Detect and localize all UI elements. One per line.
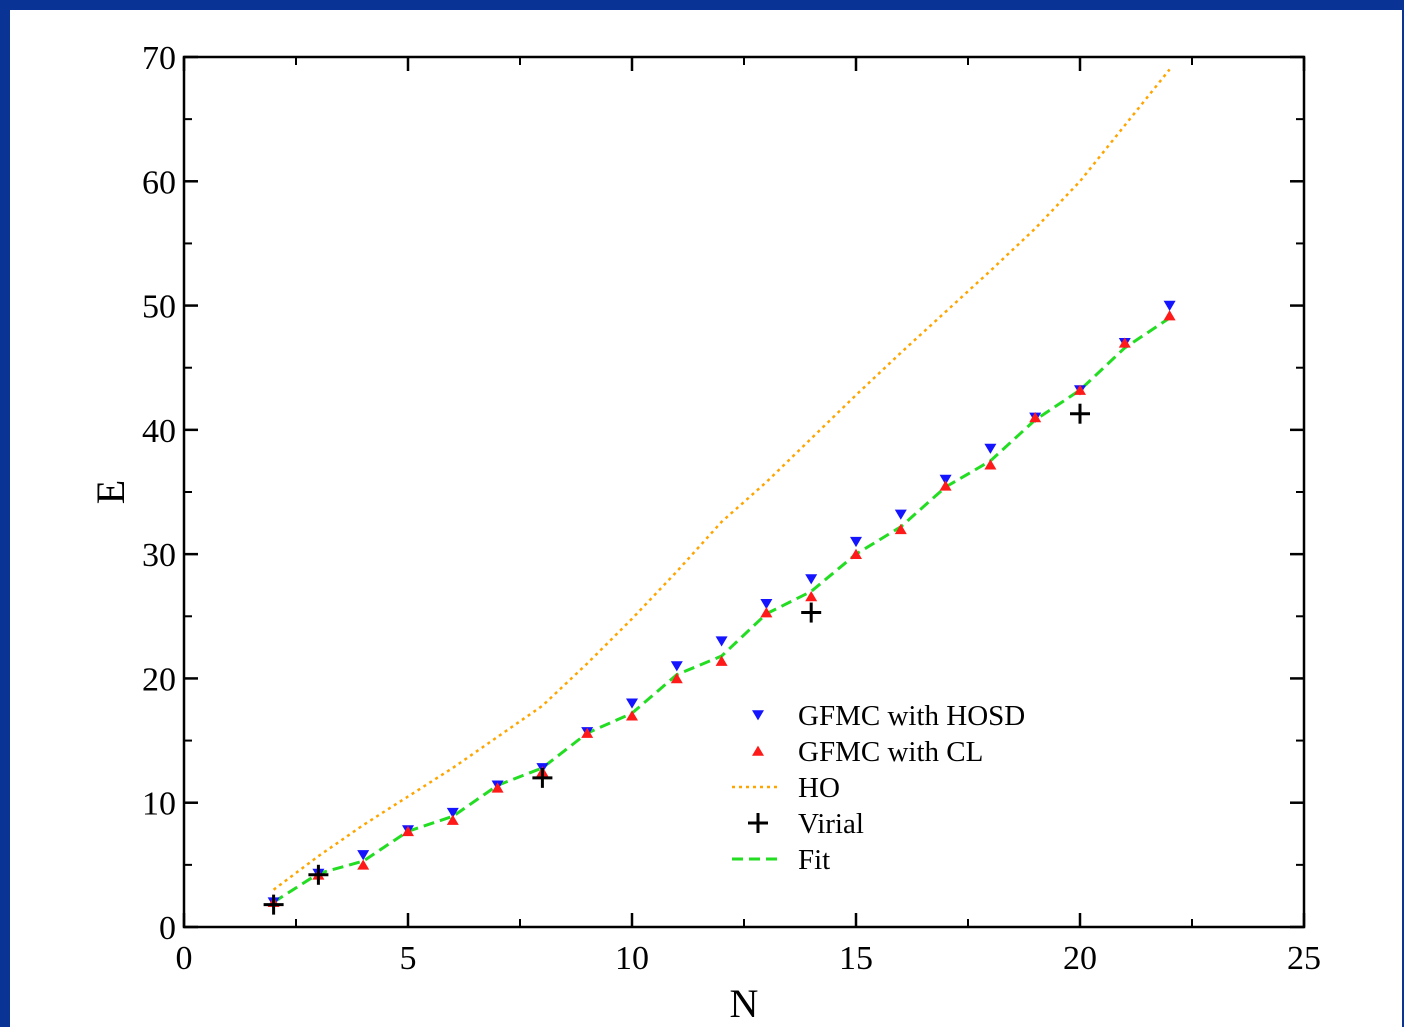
gfmc-with-hosd-point: [805, 574, 818, 585]
gfmc-with-hosd-point: [850, 536, 862, 548]
virial-point: [801, 602, 822, 623]
legend-item-fit: Fit: [732, 844, 830, 876]
legend-symbol: [752, 745, 764, 756]
legend-item-ho: HO: [732, 772, 840, 804]
gfmc-with-hosd-point: [984, 443, 997, 454]
gfmc-with-cl-point: [491, 782, 504, 793]
gfmc-with-cl-point: [1163, 310, 1176, 321]
y-tick-label: 60: [142, 164, 176, 201]
x-tick-label: 20: [1063, 940, 1097, 977]
legend-label: GFMC with CL: [798, 736, 983, 768]
x-tick-label: 10: [615, 940, 649, 977]
gfmc-with-hosd-point: [894, 509, 907, 520]
y-tick-label: 10: [142, 786, 176, 823]
legend-label: HO: [798, 772, 840, 804]
gfmc-with-cl-point: [402, 825, 414, 837]
legend-item-virial: Virial: [748, 808, 864, 840]
gfmc-with-cl-point: [670, 673, 683, 684]
legend-label: GFMC with HOSD: [798, 700, 1025, 732]
x-tick-label: 0: [176, 940, 193, 977]
gfmc-with-cl-point: [715, 655, 728, 666]
gfmc-with-cl-point: [446, 814, 459, 825]
legend-label: Fit: [798, 844, 830, 876]
gfmc-with-hosd-point: [715, 636, 728, 647]
gfmc-with-hosd-point: [939, 474, 952, 485]
gfmc-with-cl-point: [1074, 384, 1086, 395]
virial-point: [532, 767, 553, 788]
axis-ticks: [182, 55, 1306, 929]
x-tick-label: 15: [839, 940, 873, 977]
tick-labels: 0 5 10 15 20 25 0 10 20 30 40 50 60 70: [142, 40, 1321, 977]
gfmc-with-cl-point: [1118, 337, 1131, 348]
gfmc-with-hosd-point: [357, 850, 370, 861]
gfmc-with-cl-point: [939, 480, 952, 491]
x-axis-title: N: [730, 981, 759, 1026]
gfmc-with-cl-point: [850, 548, 862, 559]
x-tick-label: 25: [1287, 940, 1321, 977]
y-tick-label: 30: [142, 537, 176, 574]
y-tick-label: 40: [142, 413, 176, 450]
gfmc-with-hosd-point: [626, 698, 638, 709]
y-tick-label: 70: [142, 40, 176, 77]
plot-area: [182, 55, 1306, 929]
ho-line: [272, 68, 1171, 891]
gfmc-with-hosd-point: [670, 661, 683, 672]
y-tick-label: 50: [142, 289, 176, 326]
gfmc-with-cl-point: [984, 459, 997, 470]
legend: GFMC with HOSD GFMC with CL HO Virial Fit: [732, 700, 1025, 876]
legend-symbol: [748, 813, 768, 833]
y-axis-title: E: [88, 480, 133, 504]
x-tick-label: 5: [400, 940, 417, 977]
legend-item-gfmc-with-cl: GFMC with CL: [752, 736, 983, 768]
gfmc-with-cl-point: [760, 607, 773, 618]
legend-item-gfmc-with-hosd: GFMC with HOSD: [752, 700, 1025, 732]
virial-point: [263, 894, 284, 915]
gfmc-with-cl-point: [1029, 412, 1042, 423]
gfmc-with-cl-point: [805, 591, 818, 602]
legend-label: Virial: [798, 808, 864, 840]
y-tick-label: 20: [142, 661, 176, 698]
gfmc-with-hosd-point: [1163, 300, 1176, 311]
gfmc-with-cl-point: [581, 727, 594, 738]
gfmc-with-cl-point: [894, 523, 907, 535]
chart-frame: 0 5 10 15 20 25 0 10 20 30 40 50 60 70 N E GFMC with …: [10, 10, 1402, 1027]
gfmc-with-cl-point: [626, 710, 638, 721]
gfmc-with-hosd-point: [446, 807, 459, 819]
chart-svg: 0 5 10 15 20 25 0 10 20 30 40 50 60 70 N E GFMC with …: [88, 40, 1321, 1026]
gfmc-with-cl-point: [357, 859, 370, 870]
legend-symbol: [752, 710, 764, 721]
virial-point: [1070, 403, 1090, 424]
series-layer: [263, 68, 1176, 915]
gfmc-with-hosd-point: [760, 599, 773, 610]
virial-point: [308, 864, 329, 885]
y-tick-label: 0: [159, 910, 176, 947]
